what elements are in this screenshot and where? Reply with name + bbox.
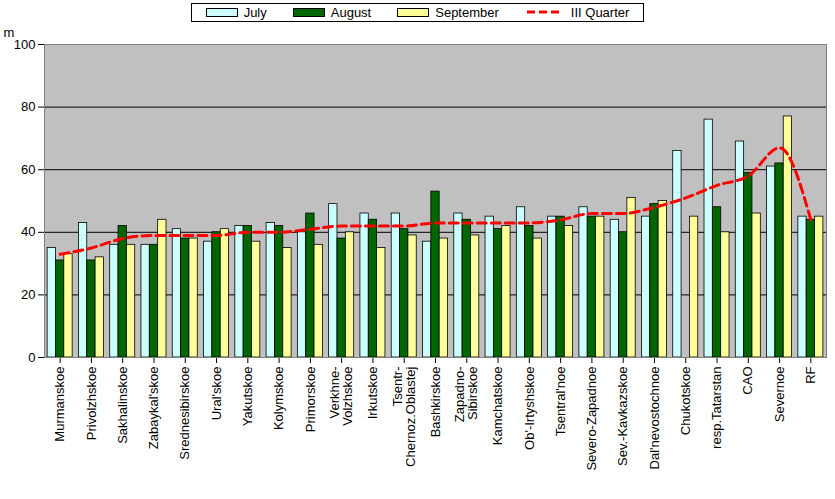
svg-text:Primorskoe: Primorskoe <box>303 367 318 433</box>
svg-text:60: 60 <box>21 162 35 177</box>
svg-text:Irkutskoe: Irkutskoe <box>365 367 380 420</box>
svg-text:Tsentr-Chernoz.Oblastej: Tsentr-Chernoz.Oblastej <box>390 366 418 467</box>
svg-text:Chukotskoe: Chukotskoe <box>678 367 693 436</box>
svg-text:Yakutskoe: Yakutskoe <box>240 367 255 427</box>
svg-text:40: 40 <box>21 224 35 239</box>
svg-text:Dal'nevostochnoe: Dal'nevostochnoe <box>647 367 662 470</box>
svg-text:100: 100 <box>14 37 36 52</box>
html-text:July: July <box>243 4 267 20</box>
svg-text:Ob'-Irtyshskoe: Ob'-Irtyshskoe <box>522 367 537 450</box>
svg-text:RF: RF <box>803 366 818 383</box>
svg-text:Sakhalinskoe: Sakhalinskoe <box>115 367 130 444</box>
svg-text:Bashkirskoe: Bashkirskoe <box>428 367 443 438</box>
svg-text:20: 20 <box>21 287 35 302</box>
svg-text:Kamchatskoe: Kamchatskoe <box>490 367 505 446</box>
svg-text:Verkhne-Volzhskoe: Verkhne-Volzhskoe <box>327 367 355 426</box>
svg-text:Severnoe: Severnoe <box>772 367 787 423</box>
svg-text:m: m <box>4 25 15 40</box>
svg-text:Zabaykal'skoe: Zabaykal'skoe <box>146 367 161 450</box>
svg-text:0: 0 <box>28 350 35 365</box>
svg-text:Murmanskoe: Murmanskoe <box>52 367 67 442</box>
svg-text:Ural'skoe: Ural'skoe <box>209 367 224 421</box>
html-text:September: September <box>435 4 499 20</box>
svg-text:CAO: CAO <box>740 367 755 395</box>
svg-text:Srednesibirskoe: Srednesibirskoe <box>177 367 192 460</box>
svg-text:Severo-Zapadnoe: Severo-Zapadnoe <box>584 367 599 471</box>
svg-text:80: 80 <box>21 99 35 114</box>
svg-text:resp.Tatarstan: resp.Tatarstan <box>709 367 724 449</box>
svg-text:Zapadno-Sibirskoe: Zapadno-Sibirskoe <box>452 367 480 423</box>
html-text:III Quarter: III Quarter <box>570 4 630 20</box>
svg-text:Kolymskoe: Kolymskoe <box>271 367 286 431</box>
svg-text:Sev.-Kavkazskoe: Sev.-Kavkazskoe <box>615 367 630 466</box>
svg-text:Privolzhskoe: Privolzhskoe <box>84 367 99 441</box>
html-text:August: August <box>330 4 372 20</box>
svg-text:Tsentral'noe: Tsentral'noe <box>553 367 568 437</box>
